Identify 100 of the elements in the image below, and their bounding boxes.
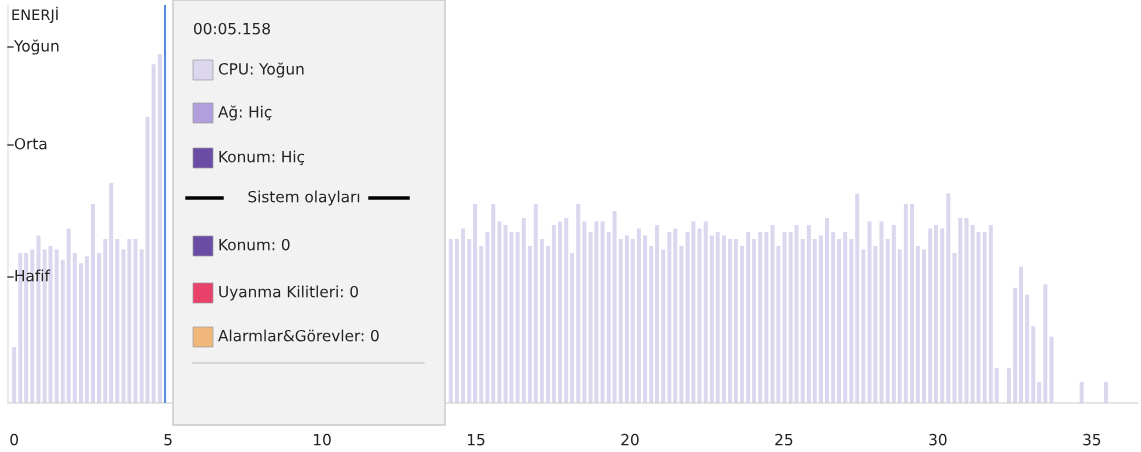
bar: [157, 53, 162, 403]
bar: [600, 221, 605, 403]
bar: [582, 221, 587, 403]
bar: [879, 221, 884, 403]
bar: [709, 235, 714, 403]
bar: [612, 210, 617, 403]
bar: [643, 235, 648, 403]
bar: [885, 238, 890, 403]
annotation: Yoğun: [13, 39, 59, 55]
bar: [891, 224, 896, 403]
bar: [703, 221, 708, 403]
bar: [546, 245, 551, 403]
bar: [485, 231, 490, 403]
bar: [661, 249, 666, 403]
bar: [618, 238, 623, 403]
bar: [103, 238, 108, 403]
annotation: Ağ: Hiç: [218, 105, 272, 121]
bar: [806, 224, 811, 403]
bar: [448, 238, 453, 403]
bar: [758, 231, 763, 403]
annotation: Konum: 0: [219, 238, 290, 251]
x-tick-label: 0: [10, 433, 18, 446]
bar: [764, 231, 769, 403]
x-tick-label: 35: [1083, 433, 1101, 446]
bar: [454, 238, 459, 403]
bar: [133, 238, 138, 403]
bar: [976, 231, 981, 403]
bar: [752, 238, 757, 403]
bar: [934, 224, 939, 403]
bar: [800, 238, 805, 403]
bar: [570, 252, 575, 403]
bar: [479, 245, 484, 403]
bar: [958, 217, 963, 403]
bar: [794, 224, 799, 403]
bar: [1103, 382, 1108, 403]
bar: [733, 238, 738, 403]
annotation: Sistem olayları: [248, 190, 360, 206]
bar: [564, 217, 569, 403]
bar: [636, 228, 641, 403]
bar: [151, 64, 156, 403]
bar: [115, 238, 120, 403]
text: 00:05.158: [194, 22, 270, 35]
bar: [473, 204, 478, 403]
bar: [964, 217, 969, 403]
bar: [1031, 326, 1036, 403]
annotation: CPU: Yoğun: [218, 62, 304, 78]
bar: [928, 228, 933, 403]
bar: [994, 368, 999, 403]
bar: [84, 256, 89, 403]
bar: [60, 259, 65, 403]
bar: [673, 228, 678, 403]
bar: [655, 224, 660, 403]
bar: [970, 224, 975, 403]
bar: [576, 204, 581, 403]
bar: [697, 228, 702, 403]
bar: [127, 238, 132, 403]
x-tick-label: 10: [314, 433, 331, 446]
bar: [1043, 284, 1048, 403]
bar: [667, 231, 672, 403]
annotation: Uyanma Kilitleri: 0: [219, 285, 358, 301]
bar: [90, 204, 95, 403]
bar: [897, 249, 902, 403]
bar: [1006, 368, 1011, 403]
bar: [946, 193, 951, 403]
bar: [12, 347, 17, 403]
bar: [922, 249, 927, 403]
bar: [72, 252, 77, 403]
x-tick-label: 30: [929, 433, 947, 446]
bar: [551, 224, 556, 403]
bar: [649, 245, 654, 403]
x-tick-label: 25: [775, 433, 793, 446]
bar: [606, 231, 611, 403]
bar: [982, 231, 987, 403]
x-tick-label: 5: [164, 434, 172, 446]
bar: [1037, 382, 1042, 403]
bar: [740, 245, 745, 403]
bar: [940, 228, 945, 403]
chart-title: ENERJİ: [12, 6, 58, 23]
bar: [539, 238, 544, 403]
bar: [679, 245, 684, 403]
annotation: Alarmlar&Görevler: 0: [218, 329, 379, 342]
bar: [861, 249, 866, 403]
bar: [843, 231, 848, 403]
x-tick-label: 20: [621, 433, 639, 446]
bar: [837, 238, 842, 403]
bar: [97, 252, 102, 403]
bar: [1049, 336, 1054, 403]
annotation: Hafif: [15, 269, 51, 282]
bar: [782, 231, 787, 403]
bar: [1019, 266, 1023, 403]
bar: [1013, 287, 1018, 403]
bar: [1079, 382, 1084, 403]
bar: [624, 235, 629, 403]
bar: [952, 252, 957, 403]
bar: [109, 183, 114, 403]
bar: [467, 238, 472, 403]
bar: [533, 204, 538, 403]
bar: [988, 224, 993, 403]
bar: [121, 249, 126, 403]
bar: [515, 231, 520, 403]
